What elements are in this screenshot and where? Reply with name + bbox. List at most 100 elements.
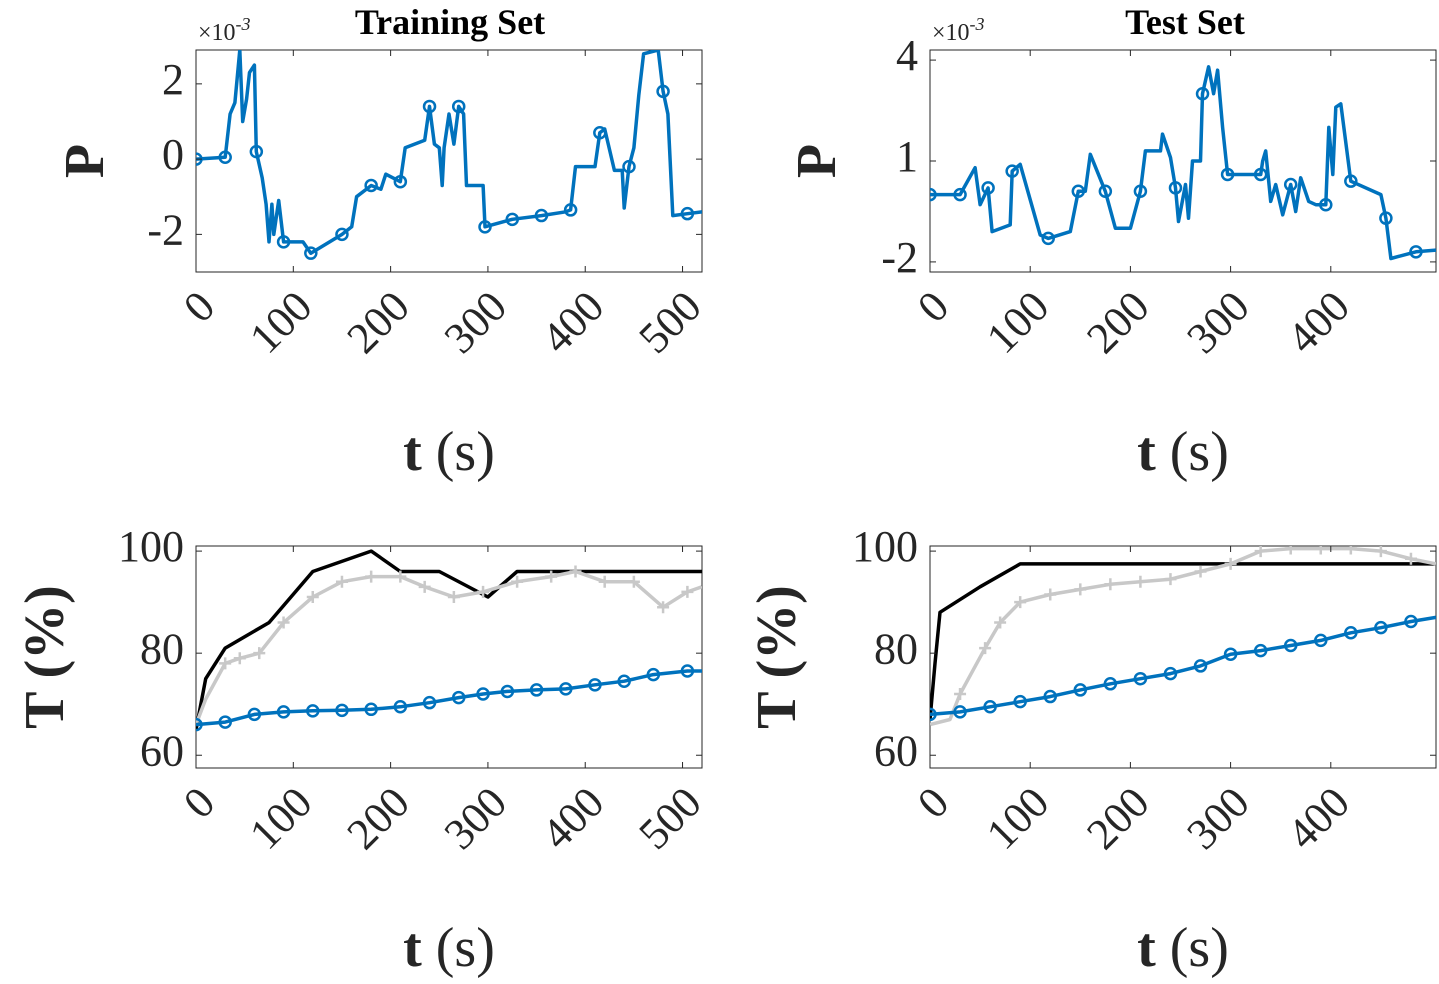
x-tick-label-2: 200 (1077, 282, 1158, 363)
y-tick-label-2: 100 (118, 522, 184, 571)
series-0-marker-8 (1168, 181, 1183, 195)
series-0-marker-3 (1005, 164, 1019, 178)
series-0-marker-8 (422, 99, 437, 114)
series-0-marker-16 (656, 84, 670, 99)
series-1-marker-7 (394, 570, 407, 583)
x-tick-label-0: 0 (908, 282, 958, 332)
series-2-marker-5 (1073, 683, 1088, 697)
series-2-marker-15 (617, 674, 631, 688)
series-1-marker-0 (219, 657, 232, 670)
series-1-marker-2 (253, 647, 266, 660)
series-2-marker-7 (1133, 671, 1148, 686)
series-2-marker-3 (1013, 694, 1027, 709)
y-axis-exponent-base: ×10 (932, 20, 970, 46)
panel-test-p: 0 100 200 300 400 -2 1 4 Pt (s) Test Set ×10-3 (786, 2, 1437, 483)
panel-training-p: 0 100 200 300 400 500 -2 0 2 Pt (s) Training Set ×10… (54, 2, 711, 483)
series-1-marker-3 (1014, 596, 1027, 609)
x-tick-label-3: 300 (1177, 282, 1258, 363)
y-axis-exponent: ×10-3 (932, 14, 985, 46)
x-tick-label-2: 200 (1077, 778, 1158, 859)
x-tick-label-1: 100 (240, 282, 321, 363)
series-1-marker-14 (1344, 546, 1357, 555)
series-1-marker-6 (1104, 578, 1117, 591)
x-tick-label-4: 400 (1278, 778, 1359, 859)
chart-title: Test Set (1125, 2, 1245, 42)
series-line-0 (196, 50, 702, 255)
x-tick-label-4: 400 (1278, 282, 1359, 363)
series-1-marker-5 (1074, 583, 1087, 596)
series-1-marker-5 (335, 575, 348, 588)
x-axis-label: t (s) (403, 917, 495, 979)
series-2-marker-7 (393, 700, 408, 714)
series-1-marker-4 (1044, 588, 1057, 601)
x-axis-label-unit: (s) (1170, 917, 1229, 979)
series-0-marker-0 (930, 187, 937, 202)
series-1-marker-1 (233, 652, 246, 665)
y-tick-label-0: -2 (881, 233, 918, 282)
x-tick-label-3: 300 (1177, 778, 1258, 859)
series-0-marker-7 (393, 174, 408, 189)
x-axis-label: t (s) (1137, 421, 1229, 483)
y-axis-exponent-power: -3 (970, 14, 985, 34)
series-0-marker-13 (563, 203, 578, 217)
series-0-marker-10 (478, 220, 492, 234)
series-2-marker-16 (646, 667, 661, 682)
x-tick-label-2: 200 (338, 778, 419, 859)
plot-area (929, 545, 1437, 769)
x-axis-label-var: t (1137, 421, 1156, 483)
series-0-marker-9 (451, 99, 466, 114)
series-0-marker-10 (1220, 167, 1235, 182)
series-1-marker-12 (545, 570, 558, 583)
series-2-marker-10 (476, 687, 490, 701)
x-tick-label-0: 0 (908, 778, 958, 828)
series-1-marker-6 (365, 570, 378, 583)
series-2-marker-10 (1223, 647, 1238, 661)
series-0-marker-5 (1071, 184, 1086, 199)
series-2-marker-2 (983, 700, 997, 714)
x-tick-label-4: 400 (532, 778, 613, 859)
plot-area (195, 49, 703, 273)
series-0-marker-15 (1379, 211, 1393, 225)
series-0-marker-6 (1098, 184, 1113, 199)
series-1-marker-15 (627, 575, 640, 588)
series-1-marker-13 (1314, 546, 1327, 555)
series-1-marker-17 (681, 585, 694, 598)
x-axis-label-unit: (s) (436, 421, 495, 483)
series-2-marker-3 (276, 705, 291, 719)
series-2-marker-16 (1404, 614, 1418, 629)
series-0-marker-7 (1133, 184, 1148, 199)
series-1-marker-14 (598, 575, 611, 588)
series-2-marker-14 (1344, 626, 1358, 640)
series-1-marker-11 (1254, 546, 1267, 558)
plot-area (929, 49, 1437, 273)
series-0-marker-15 (622, 159, 636, 174)
series-0-marker-11 (1253, 167, 1268, 182)
series-0-marker-2 (249, 144, 264, 159)
series-1-marker-8 (418, 580, 431, 593)
y-axis-label: T (%) (14, 585, 76, 729)
series-2-marker-5 (335, 703, 349, 718)
y-tick-label-0: 60 (140, 726, 184, 775)
series-1-marker-15 (1374, 546, 1387, 558)
series-2-marker-12 (1283, 638, 1298, 653)
y-tick-label-0: 60 (874, 726, 918, 775)
series-0-marker-14 (593, 126, 607, 140)
series-1-marker-8 (1164, 573, 1177, 586)
series-2-marker-4 (306, 704, 320, 718)
x-axis-label-unit: (s) (436, 917, 495, 979)
y-tick-label-0: -2 (147, 205, 184, 254)
series-0-marker-16 (1409, 245, 1423, 259)
series-1-marker-1 (979, 642, 992, 655)
x-axis-label: t (s) (403, 421, 495, 483)
y-axis-exponent-power: -3 (236, 14, 251, 34)
x-tick-label-0: 0 (174, 778, 224, 828)
y-axis-exponent-base: ×10 (198, 20, 236, 46)
series-line-2 (196, 669, 702, 727)
series-1-marker-2 (994, 616, 1007, 629)
x-tick-label-0: 0 (174, 282, 224, 332)
series-2-marker-11 (1253, 643, 1268, 658)
y-axis-label: P (786, 144, 848, 178)
series-1-marker-16 (1404, 552, 1417, 565)
